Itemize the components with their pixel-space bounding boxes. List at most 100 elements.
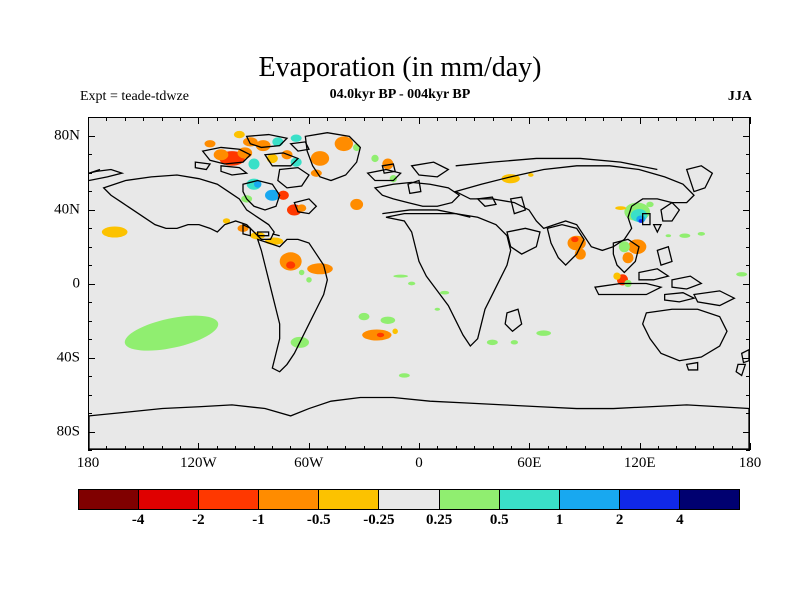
anomaly-patch bbox=[434, 307, 441, 311]
x-axis-label: 180 bbox=[738, 455, 762, 471]
x-axis-tick bbox=[253, 446, 255, 450]
anomaly-patch bbox=[393, 274, 408, 278]
x-axis-tick bbox=[455, 117, 457, 121]
x-axis-tick bbox=[694, 117, 696, 121]
x-axis-tick bbox=[492, 117, 494, 121]
x-axis-tick bbox=[327, 117, 329, 121]
x-axis-tick bbox=[198, 117, 200, 124]
y-axis-tick bbox=[746, 191, 750, 192]
colorbar-swatch bbox=[559, 490, 620, 509]
anomaly-patch bbox=[697, 232, 705, 236]
x-axis-tick bbox=[327, 446, 329, 450]
anomaly-patch bbox=[362, 329, 392, 341]
y-axis-tick bbox=[88, 320, 92, 322]
x-axis-tick bbox=[308, 117, 310, 124]
x-axis-tick bbox=[88, 443, 89, 450]
anomaly-patch bbox=[265, 237, 284, 245]
y-axis-tick bbox=[88, 413, 92, 414]
anomaly-patch bbox=[233, 130, 245, 139]
y-axis-label: 40S bbox=[56, 349, 80, 365]
colorbar-tick-label: 0.5 bbox=[489, 512, 509, 528]
anomaly-patch bbox=[665, 234, 672, 238]
y-axis-tick bbox=[88, 394, 92, 396]
anomaly-patch bbox=[255, 140, 271, 152]
anomaly-patch bbox=[265, 189, 280, 201]
anomaly-patch bbox=[222, 218, 231, 224]
colorbar-swatch bbox=[139, 490, 200, 509]
x-axis-tick bbox=[290, 446, 292, 450]
anomaly-patch bbox=[124, 315, 219, 351]
colorbar-swatch bbox=[619, 490, 680, 509]
y-axis-tick bbox=[743, 357, 750, 359]
x-axis-label: 0 bbox=[415, 455, 423, 471]
y-axis-tick bbox=[746, 154, 750, 155]
anomaly-patch bbox=[254, 180, 262, 188]
x-axis-tick bbox=[216, 446, 218, 450]
y-axis-tick bbox=[743, 135, 750, 137]
y-axis-tick bbox=[746, 246, 750, 248]
y-axis-tick bbox=[88, 228, 92, 229]
anomaly-patch bbox=[615, 206, 627, 210]
x-axis-tick bbox=[658, 117, 660, 121]
colorbar-swatch bbox=[379, 490, 440, 509]
anomaly-patch bbox=[204, 140, 216, 148]
x-axis-tick bbox=[345, 446, 347, 450]
anomaly-patch bbox=[298, 269, 305, 276]
x-axis-label: 60W bbox=[294, 455, 324, 471]
anomaly-patch bbox=[334, 136, 353, 152]
figure-subtitle: 04.0kyr BP - 004kyr BP bbox=[329, 87, 471, 102]
y-axis-tick bbox=[743, 283, 750, 285]
colorbar bbox=[78, 489, 740, 510]
anomaly-patch bbox=[310, 151, 330, 166]
anomaly-patch bbox=[297, 204, 307, 212]
y-axis-tick bbox=[746, 450, 750, 451]
x-axis-tick bbox=[400, 117, 402, 121]
x-axis-tick bbox=[547, 446, 549, 450]
x-axis-tick bbox=[658, 446, 660, 450]
colorbar-tick-label: 2 bbox=[615, 512, 624, 528]
anomaly-patch bbox=[408, 281, 416, 286]
x-axis-tick bbox=[676, 117, 678, 121]
x-axis-tick bbox=[510, 117, 512, 121]
coastline-layer bbox=[89, 132, 749, 449]
y-axis-tick bbox=[746, 117, 750, 118]
colorbar-tick-label: -4 bbox=[131, 512, 145, 528]
y-axis-tick bbox=[746, 302, 750, 303]
x-axis-tick bbox=[419, 443, 420, 450]
x-axis-label: 120W bbox=[179, 455, 217, 471]
x-axis-tick bbox=[235, 446, 237, 450]
y-axis-tick bbox=[88, 246, 92, 248]
x-axis-tick bbox=[143, 446, 145, 450]
x-axis-tick bbox=[161, 117, 163, 121]
x-axis-tick bbox=[510, 446, 512, 450]
colorbar-swatch bbox=[199, 490, 260, 509]
x-axis-label: 180 bbox=[76, 455, 100, 471]
anomaly-patch bbox=[486, 339, 498, 346]
x-axis-tick bbox=[308, 443, 310, 450]
y-axis-tick bbox=[746, 228, 750, 229]
x-axis-tick bbox=[639, 117, 641, 124]
colorbar-swatch bbox=[259, 490, 320, 509]
season-label: JJA bbox=[727, 89, 752, 104]
y-axis-tick bbox=[88, 117, 92, 118]
y-axis-tick bbox=[88, 135, 95, 137]
anomaly-patch bbox=[622, 252, 634, 264]
y-axis-tick bbox=[743, 209, 750, 211]
x-axis-label: 120E bbox=[623, 455, 656, 471]
x-axis-tick bbox=[419, 117, 420, 124]
x-axis-tick bbox=[88, 117, 89, 124]
x-axis-tick bbox=[400, 446, 402, 450]
x-axis-tick bbox=[271, 117, 273, 121]
y-axis-tick bbox=[746, 265, 750, 266]
x-axis-tick bbox=[455, 446, 457, 450]
y-axis-label: 80S bbox=[56, 423, 80, 439]
x-axis-tick bbox=[198, 443, 200, 450]
x-axis-tick bbox=[639, 443, 641, 450]
anomaly-patch bbox=[571, 236, 579, 243]
x-axis-tick bbox=[529, 117, 531, 124]
x-axis-tick bbox=[382, 117, 384, 121]
anomaly-patch bbox=[440, 290, 450, 295]
anomaly-patch bbox=[618, 241, 630, 253]
x-axis-tick bbox=[363, 446, 365, 450]
